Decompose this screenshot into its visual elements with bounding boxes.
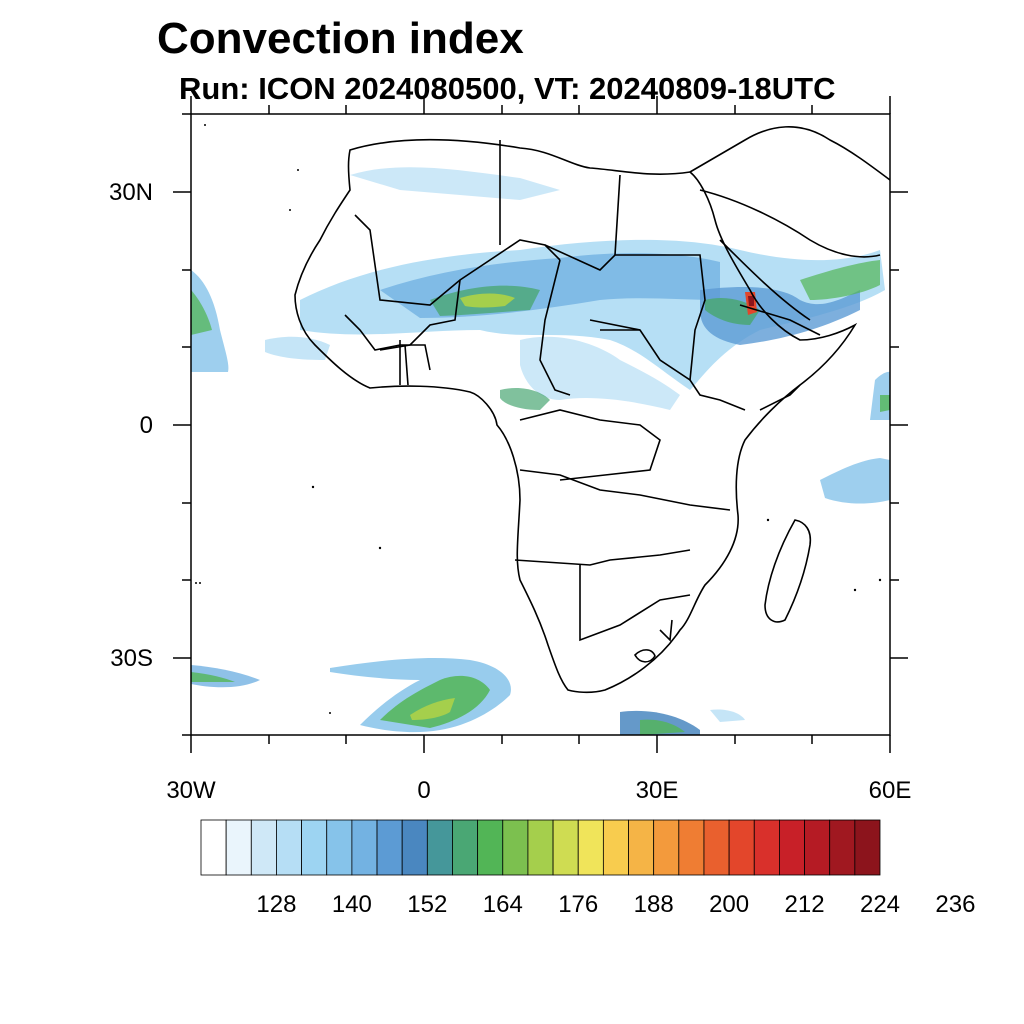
colorbar-swatch bbox=[502, 819, 529, 876]
colorbar-swatch bbox=[225, 819, 252, 876]
colorbar-swatch bbox=[326, 819, 353, 876]
colorbar-swatch bbox=[628, 819, 655, 876]
colorbar-swatch bbox=[854, 819, 881, 876]
colorbar-swatch bbox=[477, 819, 504, 876]
colorbar-swatch bbox=[804, 819, 831, 876]
lon-label-0: 0 bbox=[417, 777, 430, 804]
africa-coastline bbox=[294, 138, 858, 694]
lon-label-60e: 60E bbox=[869, 777, 912, 804]
colorbar-swatch bbox=[728, 819, 755, 876]
colorbar-label: 152 bbox=[407, 891, 447, 918]
colorbar-label: 212 bbox=[785, 891, 825, 918]
lat-label-30n: 30N bbox=[109, 179, 153, 206]
lat-label-30s: 30S bbox=[110, 645, 153, 672]
colorbar bbox=[200, 819, 881, 876]
colorbar-label: 224 bbox=[860, 891, 900, 918]
colorbar-label: 128 bbox=[256, 891, 296, 918]
axis-ticks bbox=[173, 96, 908, 753]
colorbar-label: 176 bbox=[558, 891, 598, 918]
colorbar-swatch bbox=[753, 819, 780, 876]
convection-shading bbox=[191, 167, 890, 735]
lat-label-0: 0 bbox=[140, 412, 153, 439]
colorbar-swatch bbox=[552, 819, 579, 876]
colorbar-swatch bbox=[376, 819, 403, 876]
colorbar-label: 200 bbox=[709, 891, 749, 918]
colorbar-swatch bbox=[276, 819, 302, 876]
colorbar-swatch bbox=[678, 819, 705, 876]
colorbar-swatch bbox=[779, 819, 805, 876]
chart-subtitle: Run: ICON 2024080500, VT: 20240809-18UTC bbox=[179, 71, 836, 106]
colorbar-swatch bbox=[426, 819, 453, 876]
colorbar-swatch bbox=[301, 819, 328, 876]
colorbar-label: 140 bbox=[332, 891, 372, 918]
colorbar-swatch bbox=[703, 819, 730, 876]
colorbar-swatch bbox=[829, 819, 856, 876]
colorbar-label: 236 bbox=[935, 891, 975, 918]
colorbar-swatch bbox=[653, 819, 680, 876]
madagascar bbox=[764, 519, 812, 623]
islands bbox=[195, 124, 882, 714]
colorbar-label: 188 bbox=[634, 891, 674, 918]
colorbar-swatch bbox=[250, 819, 277, 876]
lon-label-30e: 30E bbox=[636, 777, 679, 804]
colorbar-swatch bbox=[200, 819, 227, 876]
colorbar-swatch bbox=[577, 819, 604, 876]
coastline-borders bbox=[294, 126, 890, 694]
colorbar-swatch bbox=[401, 819, 428, 876]
chart-title: Convection index bbox=[157, 14, 524, 63]
colorbar-swatch bbox=[351, 819, 378, 876]
colorbar-swatch bbox=[452, 819, 479, 876]
colorbar-label: 164 bbox=[483, 891, 523, 918]
colorbar-swatch bbox=[527, 819, 554, 876]
lon-label-30w: 30W bbox=[166, 777, 216, 804]
colorbar-labels: 128 140 152 164 176 188 200 212 224 236 bbox=[256, 891, 975, 918]
map-frame bbox=[190, 113, 891, 736]
colorbar-swatch bbox=[602, 819, 629, 876]
